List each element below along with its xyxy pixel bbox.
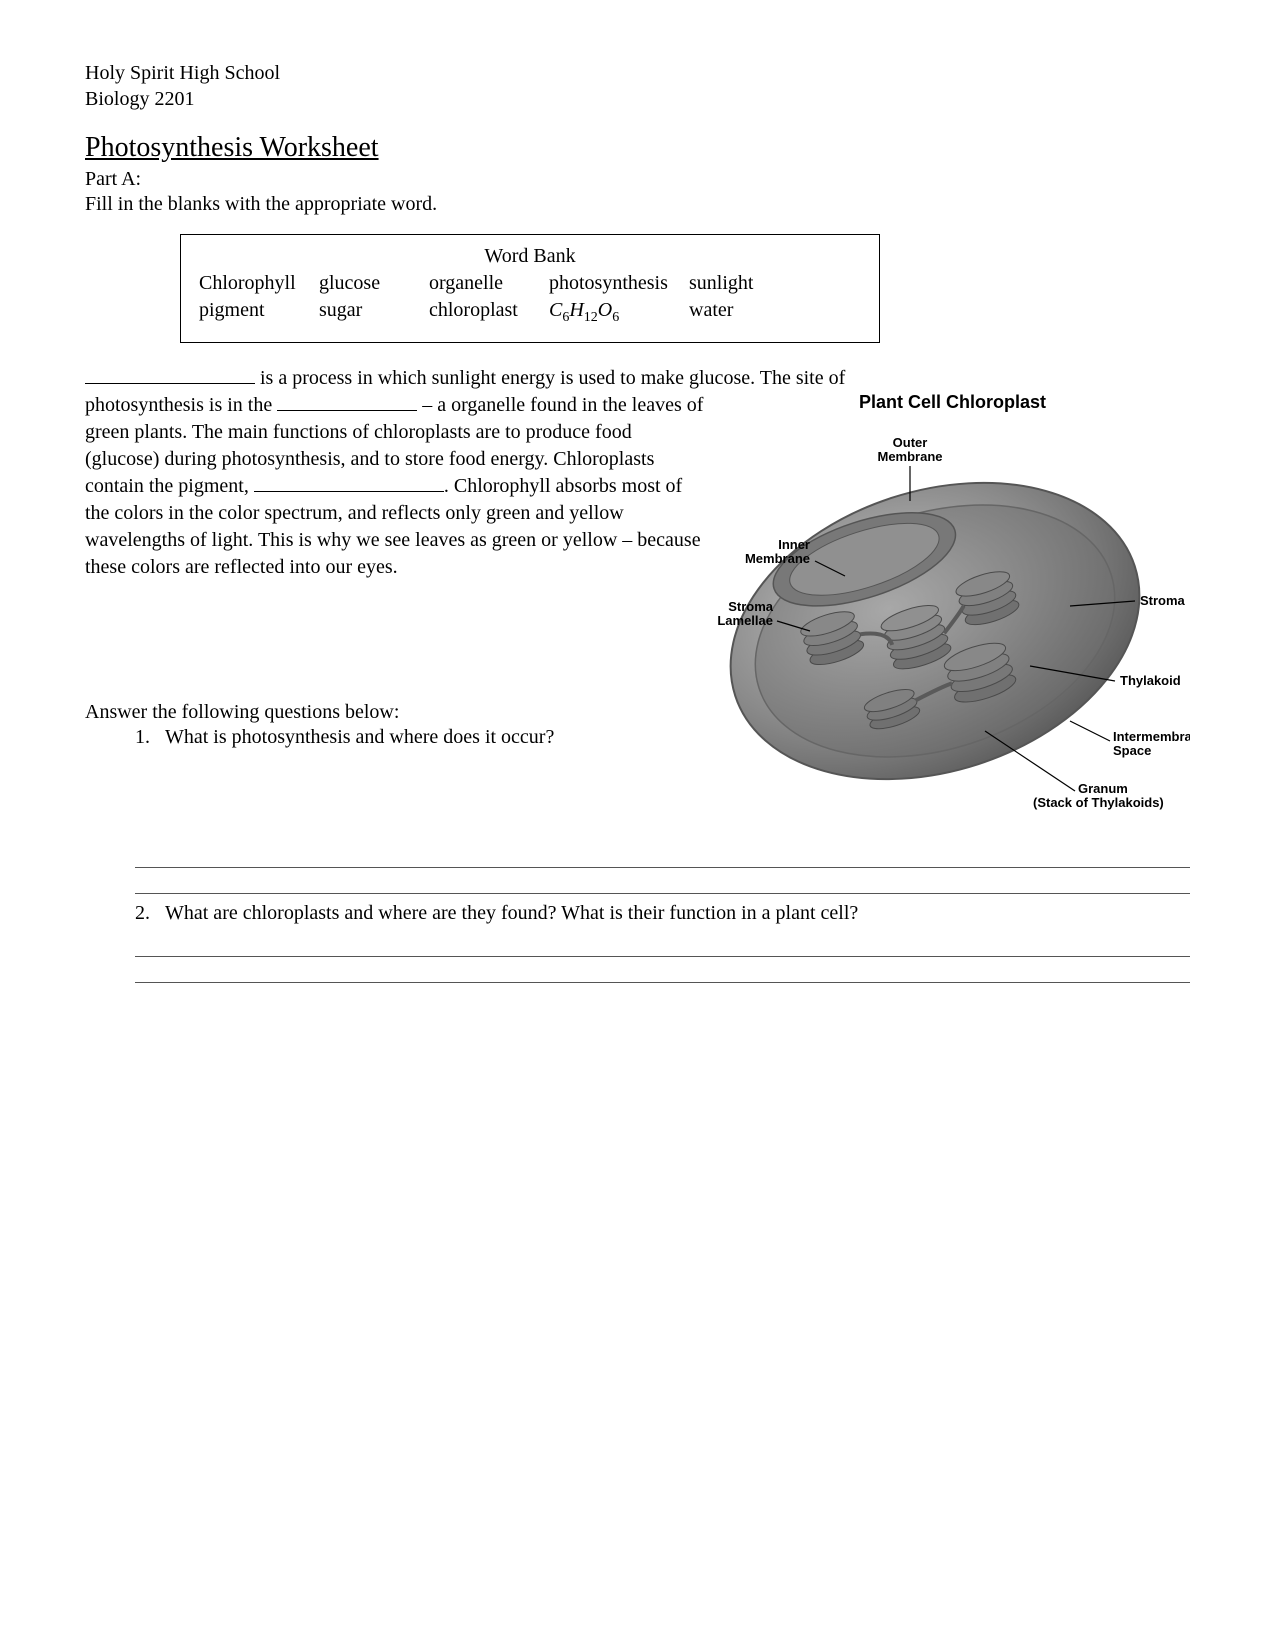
school-name: Holy Spirit High School — [85, 60, 1190, 86]
question-1-answer-lines[interactable] — [135, 842, 1190, 894]
svg-text:Membrane: Membrane — [745, 551, 810, 566]
word-bank-item: sugar — [319, 299, 429, 326]
question-2-number: 2. — [135, 900, 165, 927]
question-list-2: 2. What are chloroplasts and where are t… — [135, 900, 1190, 927]
question-1: 1. What is photosynthesis and where does… — [135, 724, 705, 751]
fill-blank-line-1: is a process in which sunlight energy is… — [85, 365, 1190, 392]
chloroplast-diagram: Plant Cell Chloroplast — [715, 392, 1190, 832]
word-bank-grid: Chlorophyll glucose organelle photosynth… — [199, 272, 861, 326]
diagram-title: Plant Cell Chloroplast — [715, 392, 1190, 413]
word-bank-item: chloroplast — [429, 299, 549, 326]
course-code: Biology 2201 — [85, 86, 1190, 112]
part-a-label: Part A: — [85, 168, 1190, 191]
word-bank-item: Chlorophyll — [199, 272, 319, 295]
word-bank-item-formula: C6H12O6 — [549, 299, 689, 326]
svg-text:Inner: Inner — [778, 537, 810, 552]
word-bank-title: Word Bank — [199, 245, 861, 268]
svg-text:(Stack of Thylakoids): (Stack of Thylakoids) — [1033, 795, 1164, 810]
question-1-number: 1. — [135, 724, 165, 751]
paragraph-seg-2: photosynthesis is in the — [85, 394, 277, 416]
word-bank-item: glucose — [319, 272, 429, 295]
question-2-answer-lines[interactable] — [135, 931, 1190, 983]
svg-text:Stroma: Stroma — [1140, 593, 1186, 608]
chloroplast-svg: Outer Membrane Inner Membrane Stroma Lam… — [715, 421, 1190, 821]
question-1-text: What is photosynthesis and where does it… — [165, 724, 705, 751]
word-bank-item: organelle — [429, 272, 549, 295]
question-2: 2. What are chloroplasts and where are t… — [135, 900, 1190, 927]
svg-text:Stroma: Stroma — [728, 599, 774, 614]
part-a-instruction: Fill in the blanks with the appropriate … — [85, 193, 1190, 216]
svg-text:Lamellae: Lamellae — [717, 613, 773, 628]
svg-text:Membrane: Membrane — [877, 449, 942, 464]
question-2-text: What are chloroplasts and where are they… — [165, 900, 1190, 927]
worksheet-title: Photosynthesis Worksheet — [85, 132, 1190, 164]
word-bank-item: photosynthesis — [549, 272, 689, 295]
svg-text:Outer: Outer — [893, 435, 928, 450]
svg-text:Space: Space — [1113, 743, 1151, 758]
document-header: Holy Spirit High School Biology 2201 — [85, 60, 1190, 112]
word-bank-item: pigment — [199, 299, 319, 326]
word-bank-box: Word Bank Chlorophyll glucose organelle … — [180, 234, 880, 343]
svg-text:Granum: Granum — [1078, 781, 1128, 796]
paragraph-seg-1: is a process in which sunlight energy is… — [255, 367, 845, 389]
svg-text:Intermembrane: Intermembrane — [1113, 729, 1190, 744]
svg-text:Thylakoid: Thylakoid — [1120, 673, 1181, 688]
word-bank-item: sunlight — [689, 272, 779, 295]
blank-3[interactable] — [254, 491, 444, 492]
blank-1[interactable] — [85, 383, 255, 384]
main-content-area: is a process in which sunlight energy is… — [85, 365, 1190, 983]
word-bank-item: water — [689, 299, 779, 326]
blank-2[interactable] — [277, 410, 417, 411]
